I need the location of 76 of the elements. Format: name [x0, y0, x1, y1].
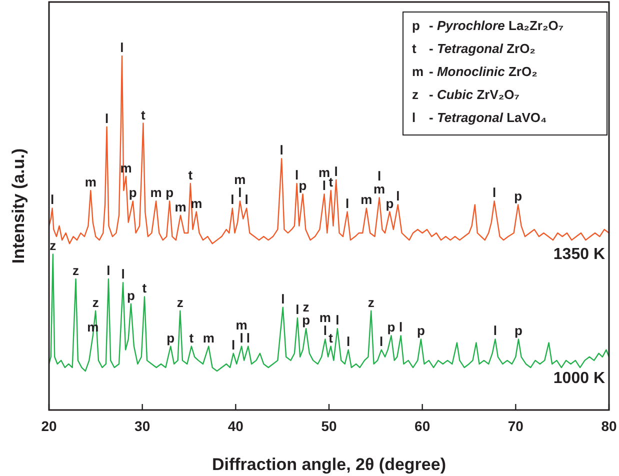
- annotation: p: [416, 323, 425, 338]
- annotation: m: [234, 172, 246, 188]
- annotation: m: [202, 330, 214, 346]
- annotation: t: [328, 330, 334, 346]
- annotation: l: [240, 330, 244, 346]
- x-tick-label: 50: [321, 418, 337, 434]
- annotation: p: [387, 320, 396, 335]
- annotation: p: [302, 312, 310, 328]
- annotation: z: [302, 300, 310, 315]
- y-axis-title: Intensity (a.u.): [9, 148, 28, 264]
- x-tick-label: 30: [134, 418, 150, 434]
- annotation: z: [176, 294, 184, 310]
- annotation: m: [84, 174, 96, 190]
- x-tick-label: 60: [414, 418, 430, 434]
- annotation: l: [492, 185, 496, 200]
- annotation: m: [319, 310, 331, 326]
- annotation: l: [399, 320, 403, 335]
- x-tick-label: 40: [228, 418, 244, 434]
- annotation: t: [188, 167, 194, 182]
- annotation: m: [150, 185, 162, 200]
- annotation: l: [281, 291, 285, 306]
- annotation: l: [296, 302, 300, 317]
- annotation: m: [318, 165, 330, 180]
- annotation: p: [166, 185, 174, 200]
- annotation: t: [328, 174, 334, 190]
- annotation: p: [514, 323, 522, 338]
- annotation: p: [128, 185, 137, 200]
- annotation: t: [189, 330, 194, 346]
- annotation: l: [121, 266, 125, 282]
- annotation: l: [244, 192, 248, 208]
- annotation: p: [166, 330, 175, 346]
- annotation: p: [514, 188, 522, 204]
- x-axis-title: Diffraction angle, 2θ (degree): [212, 455, 446, 474]
- annotation: p: [298, 178, 307, 194]
- text: p - Pyrochlore La₂Zr₂O₇: [412, 18, 564, 33]
- annotation: z: [72, 263, 80, 278]
- annotation: l: [345, 196, 350, 211]
- annotation: l: [230, 192, 234, 208]
- annotation: l: [232, 337, 236, 352]
- annotation: l: [377, 168, 382, 184]
- annotation: l: [380, 334, 384, 349]
- annotation: z: [368, 294, 375, 310]
- annotation: t: [142, 280, 148, 296]
- annotation: z - Cubic ZrV₂O₇: [412, 87, 520, 102]
- annotation: t: [141, 107, 146, 122]
- annotation: l: [346, 334, 350, 349]
- annotation: l: [323, 323, 327, 338]
- annotation: m: [174, 199, 186, 214]
- annotation: p: [386, 196, 394, 211]
- annotation: z: [92, 294, 100, 310]
- annotation: l: [322, 178, 326, 194]
- x-tick-label: 20: [41, 418, 57, 434]
- annotation: l: [50, 192, 54, 208]
- x-tick-label: 70: [508, 418, 524, 434]
- annotation: l: [106, 263, 110, 278]
- annotation: l: [246, 330, 250, 346]
- annotation: p: [126, 288, 135, 303]
- annotation: m: [236, 317, 248, 332]
- annotation: l: [336, 312, 340, 328]
- x-tick-label: 80: [601, 418, 617, 434]
- annotation: l: [104, 110, 109, 126]
- annotation: z: [50, 238, 57, 254]
- annotation: l: [396, 188, 400, 204]
- annotation: t - Tetragonal ZrO₂: [412, 41, 536, 56]
- annotation: l: [120, 40, 124, 55]
- annotation: l: [334, 164, 338, 179]
- annotation: m - Monoclinic ZrO₂: [412, 64, 538, 79]
- series-label: 1000 K: [553, 370, 606, 387]
- annotation: l - Tetragonal LaVO₄: [412, 110, 547, 125]
- annotation: m: [374, 182, 386, 197]
- annotation: l: [493, 323, 498, 338]
- series-label: 1350 K: [553, 246, 606, 263]
- annotation: l: [280, 142, 284, 158]
- annotation: l: [294, 167, 299, 182]
- annotation: l: [238, 185, 242, 200]
- annotation: m: [360, 192, 372, 208]
